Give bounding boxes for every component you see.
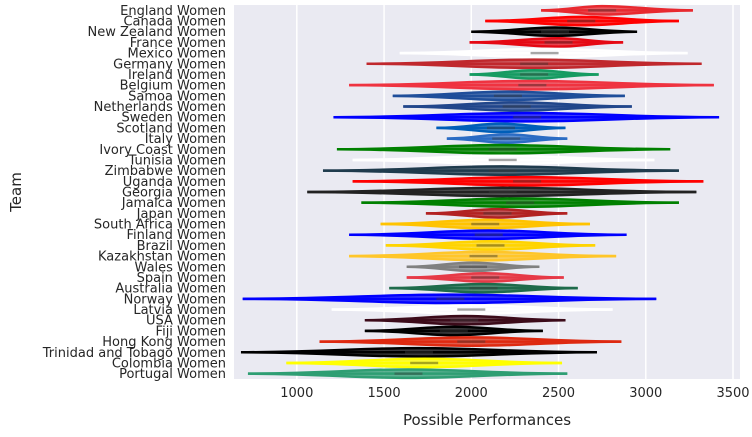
violin-inner-box [502, 105, 531, 108]
y-tick-label: New Zealand Women [87, 25, 226, 40]
violin-inner-box [492, 137, 521, 140]
violin-inner-box [459, 265, 488, 268]
violin-inner-box [486, 126, 515, 130]
violin-inner-box [471, 222, 500, 226]
violin-inner-box [457, 308, 486, 311]
violin-inner-box [410, 361, 439, 365]
violin-inner-box [469, 286, 498, 290]
y-tick-label: Norway Women [124, 292, 226, 307]
violin-inner-box [488, 169, 517, 172]
y-tick-label: Spain Women [137, 271, 226, 286]
y-tick-label: Portugal Women [119, 367, 226, 382]
violin-inner-box [488, 190, 517, 194]
y-tick-label: Uganda Women [123, 175, 226, 190]
violin-inner-box [436, 297, 465, 301]
violin-inner-box [469, 254, 498, 258]
y-tick-label: Belgium Women [120, 79, 226, 94]
violin-inner-box [457, 340, 486, 343]
y-tick-label: Australia Women [115, 282, 226, 297]
violin-inner-box [530, 51, 559, 55]
y-tick-label: Japan Women [136, 207, 226, 222]
x-tick-label: 1000 [280, 386, 313, 401]
violin-inner-box [520, 73, 549, 76]
violin-inner-box [513, 180, 542, 183]
violin-inner-box [488, 148, 517, 151]
violin-inner-box [439, 329, 468, 333]
violin-inner-box [471, 276, 500, 279]
violin-inner-box [476, 244, 505, 247]
violin-inner-box [513, 116, 542, 119]
violin-inner-box [506, 201, 535, 204]
x-axis-label: Possible Performances [403, 411, 571, 429]
y-tick-label: Hong Kong Women [102, 335, 226, 350]
x-tick-label: 2000 [455, 386, 488, 401]
violin-inner-box [394, 372, 423, 375]
y-tick-label: Mexico Women [128, 47, 226, 62]
y-tick-label: USA Women [146, 314, 226, 329]
y-tick-label: Tunisia Women [128, 153, 227, 168]
violin-inner-box [493, 94, 522, 98]
x-tick-label: 3500 [716, 386, 749, 401]
violins [240, 4, 720, 380]
y-tick-label: England Women [120, 4, 226, 19]
y-tick-label: Samoa Women [128, 89, 226, 104]
y-tick-label: Scotland Women [116, 121, 226, 136]
y-tick-label: Zimbabwe Women [105, 164, 226, 179]
violin-inner-box [404, 351, 433, 354]
violin-inner-box [567, 19, 596, 23]
y-tick-label: Ivory Coast Women [99, 143, 226, 158]
y-tick-label: Fiji Women [156, 324, 226, 339]
violin-inner-box [541, 30, 570, 33]
y-tick-label: Sweden Women [122, 111, 226, 126]
x-tick-labels: 1000 1500 2000 2500 3000 3500 [280, 386, 749, 401]
violin-inner-box [588, 9, 617, 12]
y-tick-label: Brazil Women [137, 239, 226, 254]
y-axis-label: Team [7, 172, 25, 213]
violin-inner-box [483, 212, 512, 215]
violin-inner-box [518, 83, 547, 87]
violin-inner-box [544, 41, 573, 44]
violin-inner-box [520, 62, 549, 65]
y-tick-label: Kazakhstan Women [98, 250, 226, 265]
y-tick-label: France Women [130, 36, 226, 51]
y-tick-label: Wales Women [135, 260, 226, 275]
y-tick-label: Germany Women [113, 57, 226, 72]
y-tick-label: Trinidad and Tobago Women [42, 346, 226, 361]
x-tick-label: 3000 [629, 386, 662, 401]
y-tick-label: Jamaica Women [121, 196, 226, 211]
y-tick-label: Ireland Women [128, 68, 226, 83]
y-tick-label: South Africa Women [94, 218, 226, 233]
y-tick-label: Georgia Women [122, 186, 226, 201]
y-tick-label: Finland Women [126, 228, 226, 243]
y-tick-label: Latvia Women [133, 303, 226, 318]
violin-inner-box [450, 319, 479, 322]
y-tick-label: Italy Women [145, 132, 226, 147]
violin-inner-box [474, 233, 503, 236]
y-tick-label: Colombia Women [112, 356, 226, 371]
y-tick-label: Canada Women [123, 15, 226, 30]
x-tick-label: 1500 [368, 386, 401, 401]
x-tick-label: 2500 [542, 386, 575, 401]
y-tick-label: Netherlands Women [94, 100, 226, 115]
violin-inner-box [488, 158, 517, 162]
